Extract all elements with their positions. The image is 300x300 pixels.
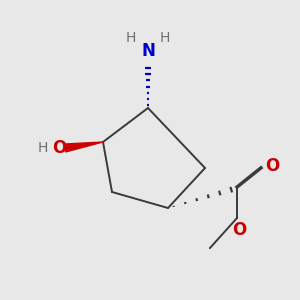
Text: H: H (160, 31, 170, 45)
Text: H: H (38, 141, 48, 155)
Polygon shape (64, 142, 103, 152)
Text: O: O (232, 221, 246, 239)
Text: O: O (265, 157, 279, 175)
Text: H: H (126, 31, 136, 45)
Text: N: N (141, 42, 155, 60)
Text: O: O (52, 139, 66, 157)
